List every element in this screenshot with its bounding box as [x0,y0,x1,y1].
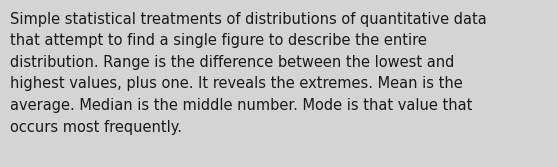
Text: Simple statistical treatments of distributions of quantitative data
that attempt: Simple statistical treatments of distrib… [10,12,487,135]
